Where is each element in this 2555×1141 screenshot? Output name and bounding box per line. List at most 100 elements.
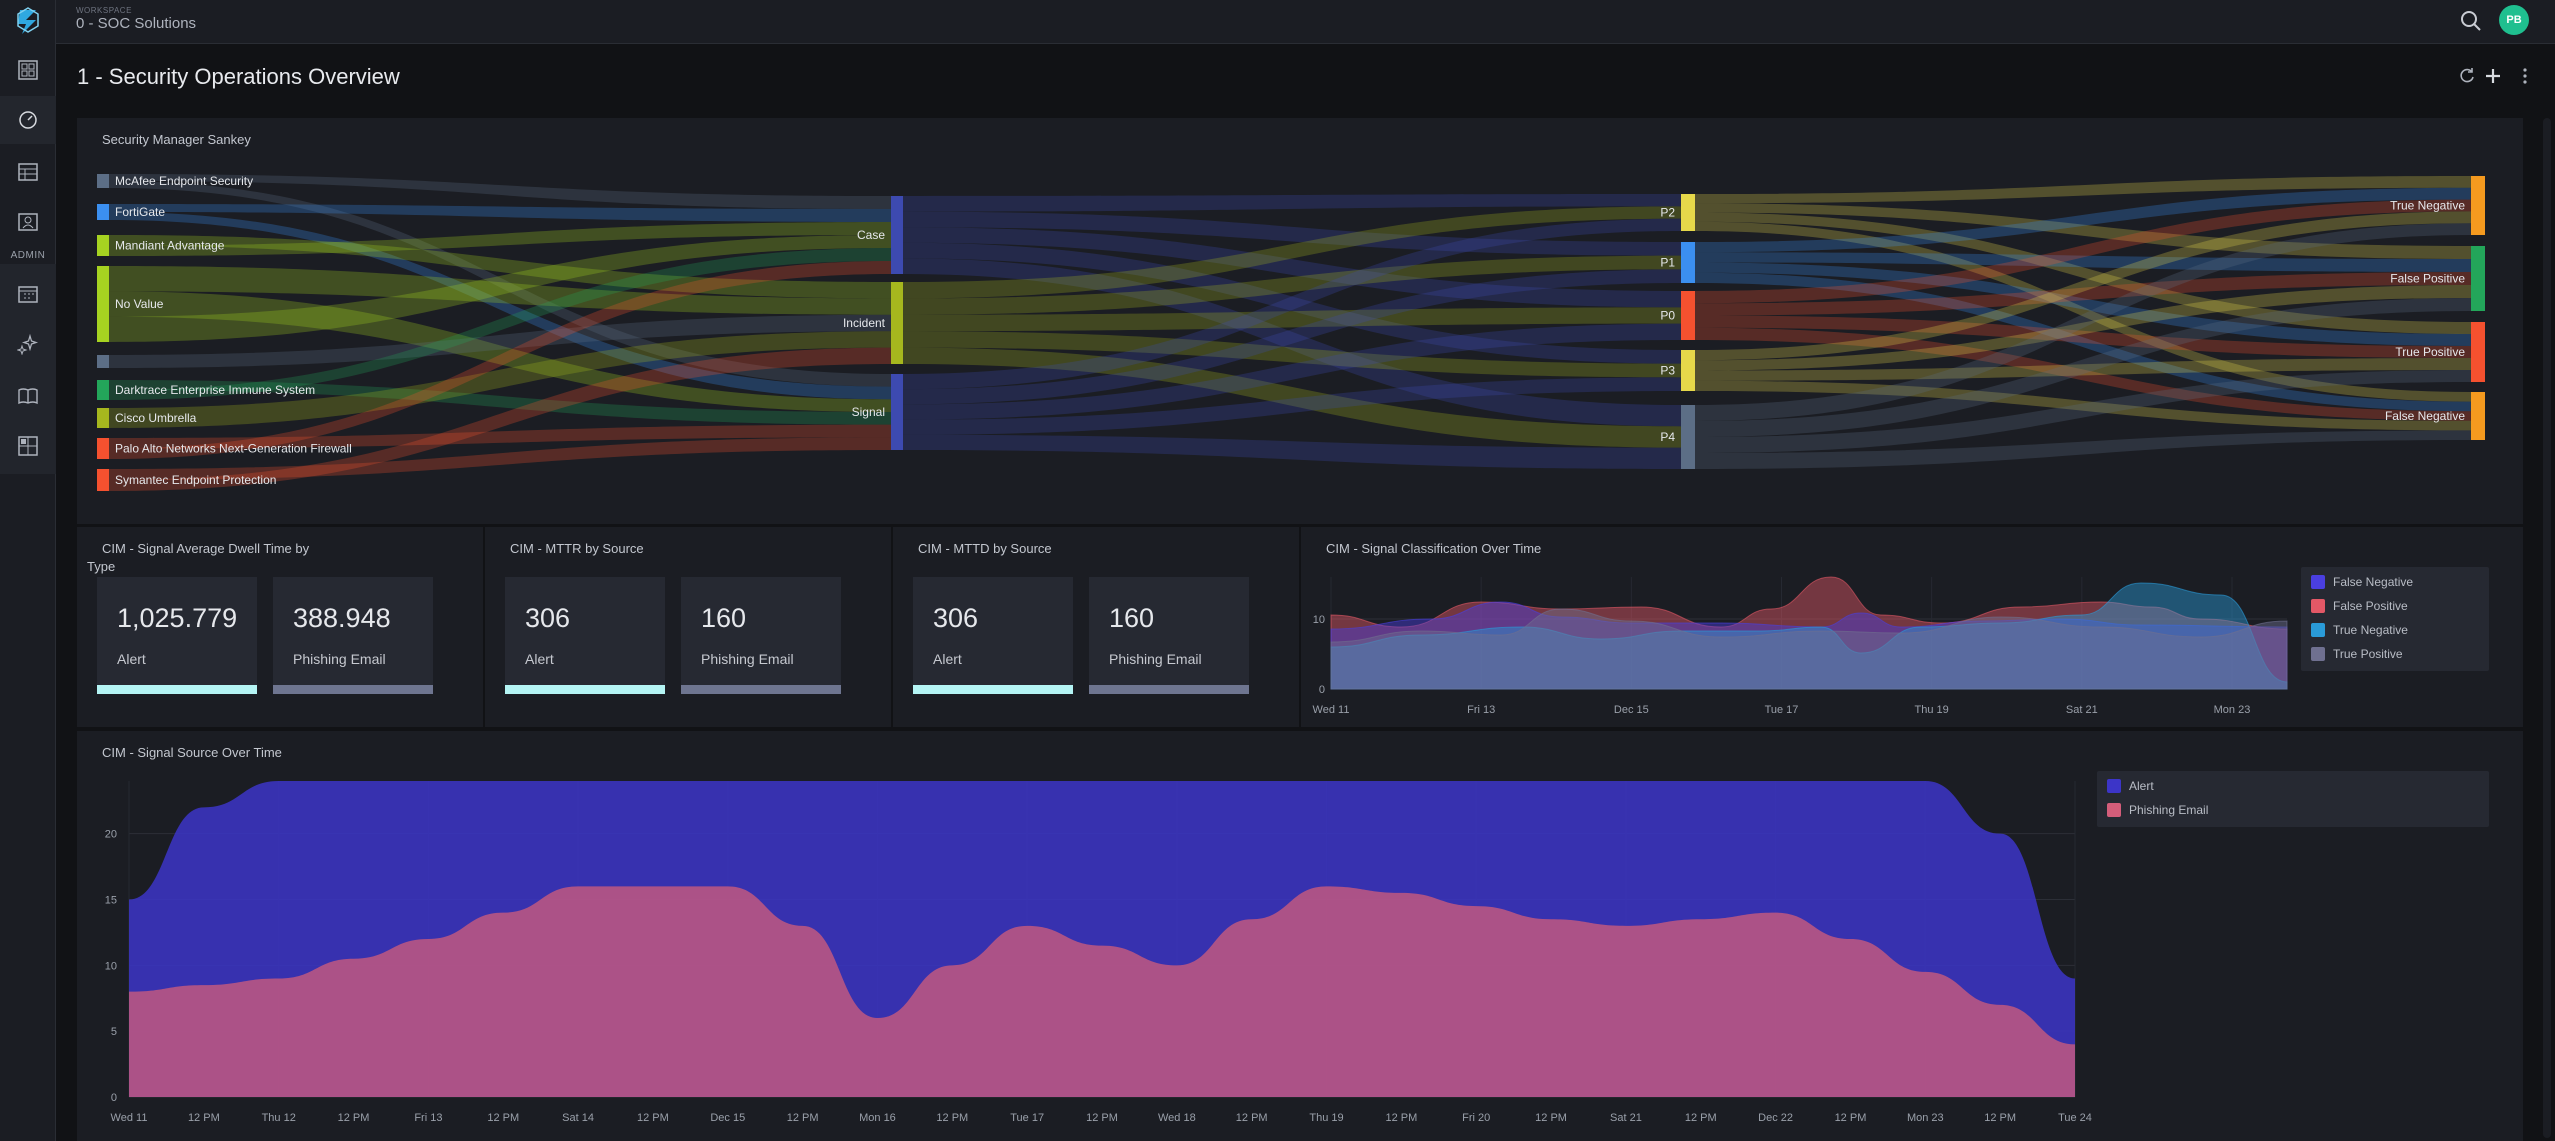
area-series-phishing-email[interactable] [129,886,2075,1097]
nav-widgets[interactable] [0,422,56,470]
sankey-link[interactable] [109,174,891,209]
sankey-link[interactable] [109,181,891,387]
legend-item-false-negative[interactable]: False Negative [2311,575,2413,589]
sankey-link[interactable] [1695,327,2471,421]
sankey-link[interactable] [109,347,891,491]
nav-overview[interactable] [0,96,56,144]
sankey-link[interactable] [1695,223,2471,421]
sankey-link[interactable] [1695,212,2471,335]
sankey-link[interactable] [903,434,1681,469]
classification-area[interactable] [1330,582,2288,690]
sankey-node-priority[interactable] [1681,242,1695,283]
sankey-node-outcome[interactable] [2471,176,2485,235]
sankey-node-source[interactable] [97,438,109,459]
legend-item-true-positive[interactable]: True Positive [2311,647,2403,661]
sankey-node-source[interactable] [97,174,109,188]
sankey-node-source[interactable] [97,355,109,368]
sankey-link[interactable] [109,291,891,412]
sankey-link[interactable] [903,269,1681,405]
legend-item-phishing-email[interactable]: Phishing Email [2107,803,2208,817]
sankey-link[interactable] [903,258,1681,427]
sankey-link[interactable] [903,255,1681,315]
sankey-link[interactable] [903,307,1681,332]
legend-item-false-positive[interactable]: False Positive [2311,599,2408,613]
stat-card-alert[interactable]: 306 Alert [505,577,665,694]
sankey-link[interactable] [109,380,891,425]
nav-library[interactable] [0,372,56,420]
sankey-link[interactable] [903,227,1681,308]
legend-item-alert[interactable]: Alert [2107,779,2154,793]
sankey-link[interactable] [109,248,891,400]
workspace-selector[interactable]: 0 - SOC Solutions [76,15,197,32]
sankey-node-type[interactable] [891,196,903,274]
sankey-link[interactable] [903,347,1681,448]
sankey-node-source[interactable] [97,235,109,256]
sankey-link[interactable] [109,424,891,449]
sankey-link[interactable] [1695,430,2471,469]
sankey-link[interactable] [1695,199,2471,304]
sankey-link[interactable] [1695,272,2471,316]
sankey-link[interactable] [903,218,1681,390]
sankey-node-source[interactable] [97,204,109,220]
sankey-link[interactable] [903,206,1681,299]
sankey-node-source[interactable] [97,408,109,428]
nav-dashboards[interactable] [0,46,56,94]
stat-card-phishing[interactable]: 160 Phishing Email [681,577,841,694]
sankey-node-outcome[interactable] [2471,392,2485,440]
sankey-link[interactable] [903,242,1681,364]
sankey-link[interactable] [109,212,891,400]
legend-item-true-negative[interactable]: True Negative [2311,623,2408,637]
sankey-link[interactable] [1695,272,2471,412]
sankey-link[interactable] [903,377,1681,435]
add-widget-icon[interactable] [2483,66,2503,86]
app-logo[interactable] [12,6,44,38]
nav-profile[interactable] [0,198,56,246]
sankey-link[interactable] [109,235,891,299]
sankey-link[interactable] [109,437,891,480]
nav-automation[interactable] [0,320,56,368]
stat-card-phishing[interactable]: 388.948 Phishing Email [273,577,433,694]
sankey-link[interactable] [1695,221,2471,402]
sankey-node-priority[interactable] [1681,405,1695,469]
stat-card-alert[interactable]: 1,025.779 Alert [97,577,257,694]
sankey-node-outcome[interactable] [2471,246,2485,311]
sankey-link[interactable] [1695,298,2471,437]
sankey-link[interactable] [1695,315,2471,359]
sankey-link[interactable] [1695,203,2471,259]
classification-area[interactable] [1330,576,2288,690]
sankey-node-source[interactable] [97,266,109,342]
sankey-link[interactable] [1695,285,2471,371]
page-scrollbar[interactable] [2543,118,2551,1138]
sankey-link[interactable] [1695,262,2471,347]
user-avatar[interactable]: PB [2499,5,2529,35]
sankey-link[interactable] [903,323,1681,420]
stat-card-phishing[interactable]: 160 Phishing Email [1089,577,1249,694]
sankey-link[interactable] [109,331,891,428]
sankey-node-source[interactable] [97,469,109,491]
sankey-link[interactable] [1695,370,2471,453]
sankey-link[interactable] [903,194,1681,212]
sankey-link[interactable] [109,314,891,368]
search-icon[interactable] [2459,9,2483,33]
refresh-icon[interactable] [2457,66,2477,86]
sankey-node-priority[interactable] [1681,291,1695,340]
more-options-icon[interactable] [2515,66,2535,86]
sankey-link[interactable] [1695,176,2471,204]
sankey-link[interactable] [1695,380,2471,431]
classification-area[interactable] [1330,608,2288,690]
sankey-link[interactable] [109,235,891,342]
sankey-node-source[interactable] [97,380,109,400]
sankey-node-priority[interactable] [1681,350,1695,391]
sankey-link[interactable] [1695,358,2471,381]
sankey-link[interactable] [109,204,891,222]
sankey-link[interactable] [1695,211,2471,361]
sankey-node-type[interactable] [891,374,903,450]
sankey-node-type[interactable] [891,282,903,364]
sankey-link[interactable] [903,331,1681,378]
sankey-node-outcome[interactable] [2471,322,2485,382]
sankey-link[interactable] [109,266,891,315]
sankey-link[interactable] [109,261,891,459]
sankey-link[interactable] [1695,187,2471,253]
sankey-node-priority[interactable] [1681,194,1695,231]
sankey-link[interactable] [1695,252,2471,272]
